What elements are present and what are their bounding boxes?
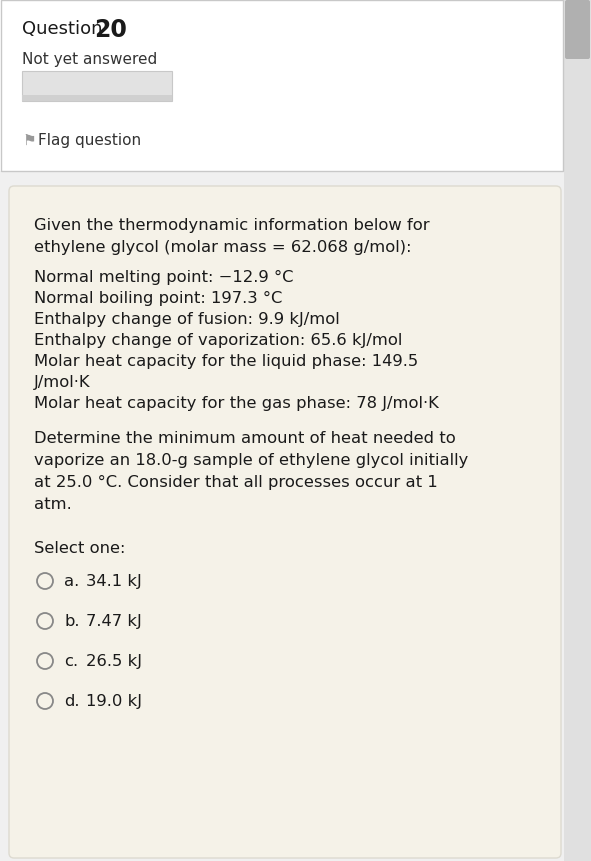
Text: at 25.0 °C. Consider that all processes occur at 1: at 25.0 °C. Consider that all processes …: [34, 474, 438, 489]
FancyBboxPatch shape: [564, 0, 591, 861]
Text: Normal boiling point: 197.3 °C: Normal boiling point: 197.3 °C: [34, 291, 282, 306]
Text: Select one:: Select one:: [34, 541, 125, 555]
Text: Question: Question: [22, 20, 108, 38]
Text: Given the thermodynamic information below for: Given the thermodynamic information belo…: [34, 218, 430, 232]
FancyBboxPatch shape: [565, 1, 590, 60]
Text: Molar heat capacity for the gas phase: 78 J/mol·K: Molar heat capacity for the gas phase: 7…: [34, 395, 439, 411]
FancyBboxPatch shape: [22, 96, 172, 102]
Text: 7.47 kJ: 7.47 kJ: [86, 613, 142, 629]
Text: Molar heat capacity for the liquid phase: 149.5: Molar heat capacity for the liquid phase…: [34, 354, 418, 369]
Text: b.: b.: [64, 613, 80, 629]
FancyBboxPatch shape: [0, 0, 564, 172]
Text: Flag question: Flag question: [38, 133, 141, 148]
Text: ethylene glycol (molar mass = 62.068 g/mol):: ethylene glycol (molar mass = 62.068 g/m…: [34, 239, 411, 255]
Text: J/mol·K: J/mol·K: [34, 375, 90, 389]
Text: ⚑: ⚑: [22, 133, 35, 148]
Text: Determine the minimum amount of heat needed to: Determine the minimum amount of heat nee…: [34, 430, 456, 445]
Text: 26.5 kJ: 26.5 kJ: [86, 653, 142, 668]
Text: Enthalpy change of vaporization: 65.6 kJ/mol: Enthalpy change of vaporization: 65.6 kJ…: [34, 332, 402, 348]
FancyBboxPatch shape: [9, 187, 561, 858]
Text: a.: a.: [64, 573, 79, 588]
Text: d.: d.: [64, 693, 80, 709]
Text: 19.0 kJ: 19.0 kJ: [86, 693, 142, 709]
Text: atm.: atm.: [34, 497, 72, 511]
Text: Not yet answered: Not yet answered: [22, 52, 157, 67]
Text: Normal melting point: −12.9 °C: Normal melting point: −12.9 °C: [34, 269, 294, 285]
Text: c.: c.: [64, 653, 78, 668]
Text: 34.1 kJ: 34.1 kJ: [86, 573, 142, 588]
Text: 20: 20: [94, 18, 127, 42]
Text: vaporize an 18.0-g sample of ethylene glycol initially: vaporize an 18.0-g sample of ethylene gl…: [34, 453, 469, 468]
FancyBboxPatch shape: [22, 72, 172, 102]
Text: Enthalpy change of fusion: 9.9 kJ/mol: Enthalpy change of fusion: 9.9 kJ/mol: [34, 312, 340, 326]
